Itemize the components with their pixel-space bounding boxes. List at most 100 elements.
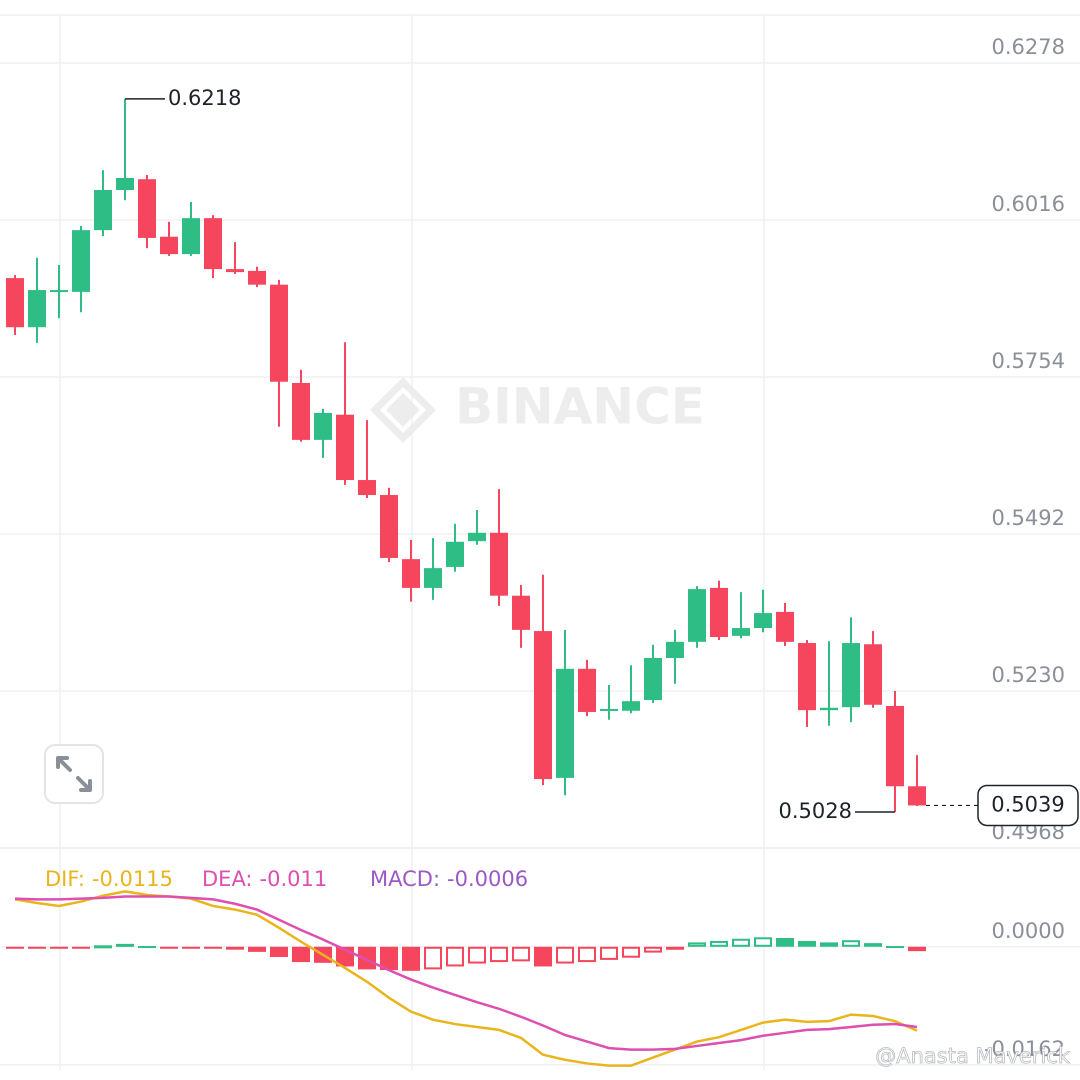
y-tick-label: 0.5230 xyxy=(992,663,1065,687)
candle-body xyxy=(556,668,574,778)
candle-body xyxy=(578,668,596,712)
candle-body xyxy=(292,382,310,440)
price-label: 0.5039 xyxy=(991,792,1064,816)
y-tick-label: -0.0162 xyxy=(984,1037,1065,1061)
candle-body xyxy=(644,658,662,700)
candle-body xyxy=(468,532,486,542)
legend-entry: MACD: -0.0006 xyxy=(370,867,528,891)
macd-bar xyxy=(908,946,926,952)
candle-body xyxy=(820,707,838,711)
candle-body xyxy=(864,644,882,705)
macd-bar xyxy=(886,946,904,949)
macd-line xyxy=(14,895,918,1051)
candle-body xyxy=(248,270,266,285)
macd-bar xyxy=(28,946,46,949)
candle-body xyxy=(336,414,354,481)
legend-entry: DEA: -0.011 xyxy=(202,867,327,891)
candle-body xyxy=(710,587,728,638)
candle-body xyxy=(842,643,860,708)
macd-bar xyxy=(754,937,772,947)
macd-bar xyxy=(292,946,310,963)
macd-bar xyxy=(270,946,288,957)
candle-body xyxy=(160,236,178,255)
macd-bar xyxy=(402,946,420,971)
macd-bar xyxy=(512,946,530,962)
macd-bar xyxy=(842,940,860,947)
expand-button[interactable] xyxy=(44,744,104,804)
macd-bar xyxy=(798,940,816,947)
candle-body xyxy=(886,705,904,787)
macd-bar xyxy=(358,946,376,970)
candle-body xyxy=(512,595,530,630)
candle-body xyxy=(380,495,398,558)
legend-entry: DIF: -0.0115 xyxy=(45,867,173,891)
macd-bar xyxy=(490,946,508,963)
macd-bar xyxy=(600,946,618,960)
macd-bar xyxy=(380,946,398,971)
candle-body xyxy=(358,480,376,496)
legend-name: DIF: xyxy=(45,867,85,891)
macd-bar xyxy=(138,946,156,949)
candle-body xyxy=(732,628,750,636)
candle-body xyxy=(6,278,24,328)
macd-bar xyxy=(820,942,838,947)
macd-bar xyxy=(160,946,178,949)
macd-bar xyxy=(688,942,706,947)
candle-body xyxy=(182,218,200,255)
macd-bar xyxy=(6,946,24,949)
credit: @Anasta Maverick xyxy=(875,1044,1071,1068)
candle-body xyxy=(138,179,156,238)
candle-body xyxy=(72,230,90,292)
y-tick-label: 0.6016 xyxy=(992,192,1065,216)
macd-bar xyxy=(556,946,574,964)
y-tick-label: 0.5492 xyxy=(992,506,1065,530)
candle-body xyxy=(534,631,552,780)
macd-bar xyxy=(622,946,640,958)
legend-name: DEA: xyxy=(202,867,253,891)
macd-bar xyxy=(226,946,244,950)
macd-bar xyxy=(446,946,464,967)
macd-bar xyxy=(72,946,90,949)
candle-body xyxy=(402,559,420,588)
candle-body xyxy=(600,708,618,711)
candle-body xyxy=(908,786,926,806)
candle-body xyxy=(28,290,46,328)
y-tick-label: 0.0000 xyxy=(992,919,1065,943)
candle-body xyxy=(754,613,772,629)
legend-name: MACD: xyxy=(370,867,440,891)
candle-body xyxy=(490,532,508,596)
macd-bar xyxy=(204,946,222,949)
candle-body xyxy=(622,701,640,711)
macd-bar xyxy=(776,938,794,947)
macd-line xyxy=(14,890,918,1067)
candle-body xyxy=(94,189,112,231)
candle-body xyxy=(314,412,332,440)
macd-bar xyxy=(534,946,552,967)
low-label: 0.5028 xyxy=(779,799,852,823)
macd-bar xyxy=(468,946,486,964)
candle-body xyxy=(688,589,706,642)
macd-bar xyxy=(644,946,662,953)
macd-bar xyxy=(666,946,684,950)
candle-body xyxy=(424,568,442,588)
macd-bar xyxy=(182,946,200,949)
candle-body xyxy=(270,284,288,382)
macd-bar xyxy=(424,946,442,970)
candle-body xyxy=(776,611,794,642)
macd-bar xyxy=(116,943,134,947)
y-tick-label: 0.5754 xyxy=(992,349,1065,373)
watermark-text: BINANCE xyxy=(455,378,705,436)
candle-body xyxy=(446,541,464,567)
macd-bar xyxy=(710,940,728,947)
candle-body xyxy=(204,218,222,270)
macd-bar xyxy=(50,946,68,949)
candle-body xyxy=(666,641,684,659)
legend-value: -0.0006 xyxy=(447,867,528,891)
candle-body xyxy=(226,269,244,273)
macd-bar xyxy=(94,945,112,949)
y-tick-label: 0.6278 xyxy=(992,35,1065,59)
watermark: BINANCE xyxy=(370,377,705,443)
legend-value: -0.0115 xyxy=(92,867,173,891)
price-box xyxy=(977,784,1079,827)
